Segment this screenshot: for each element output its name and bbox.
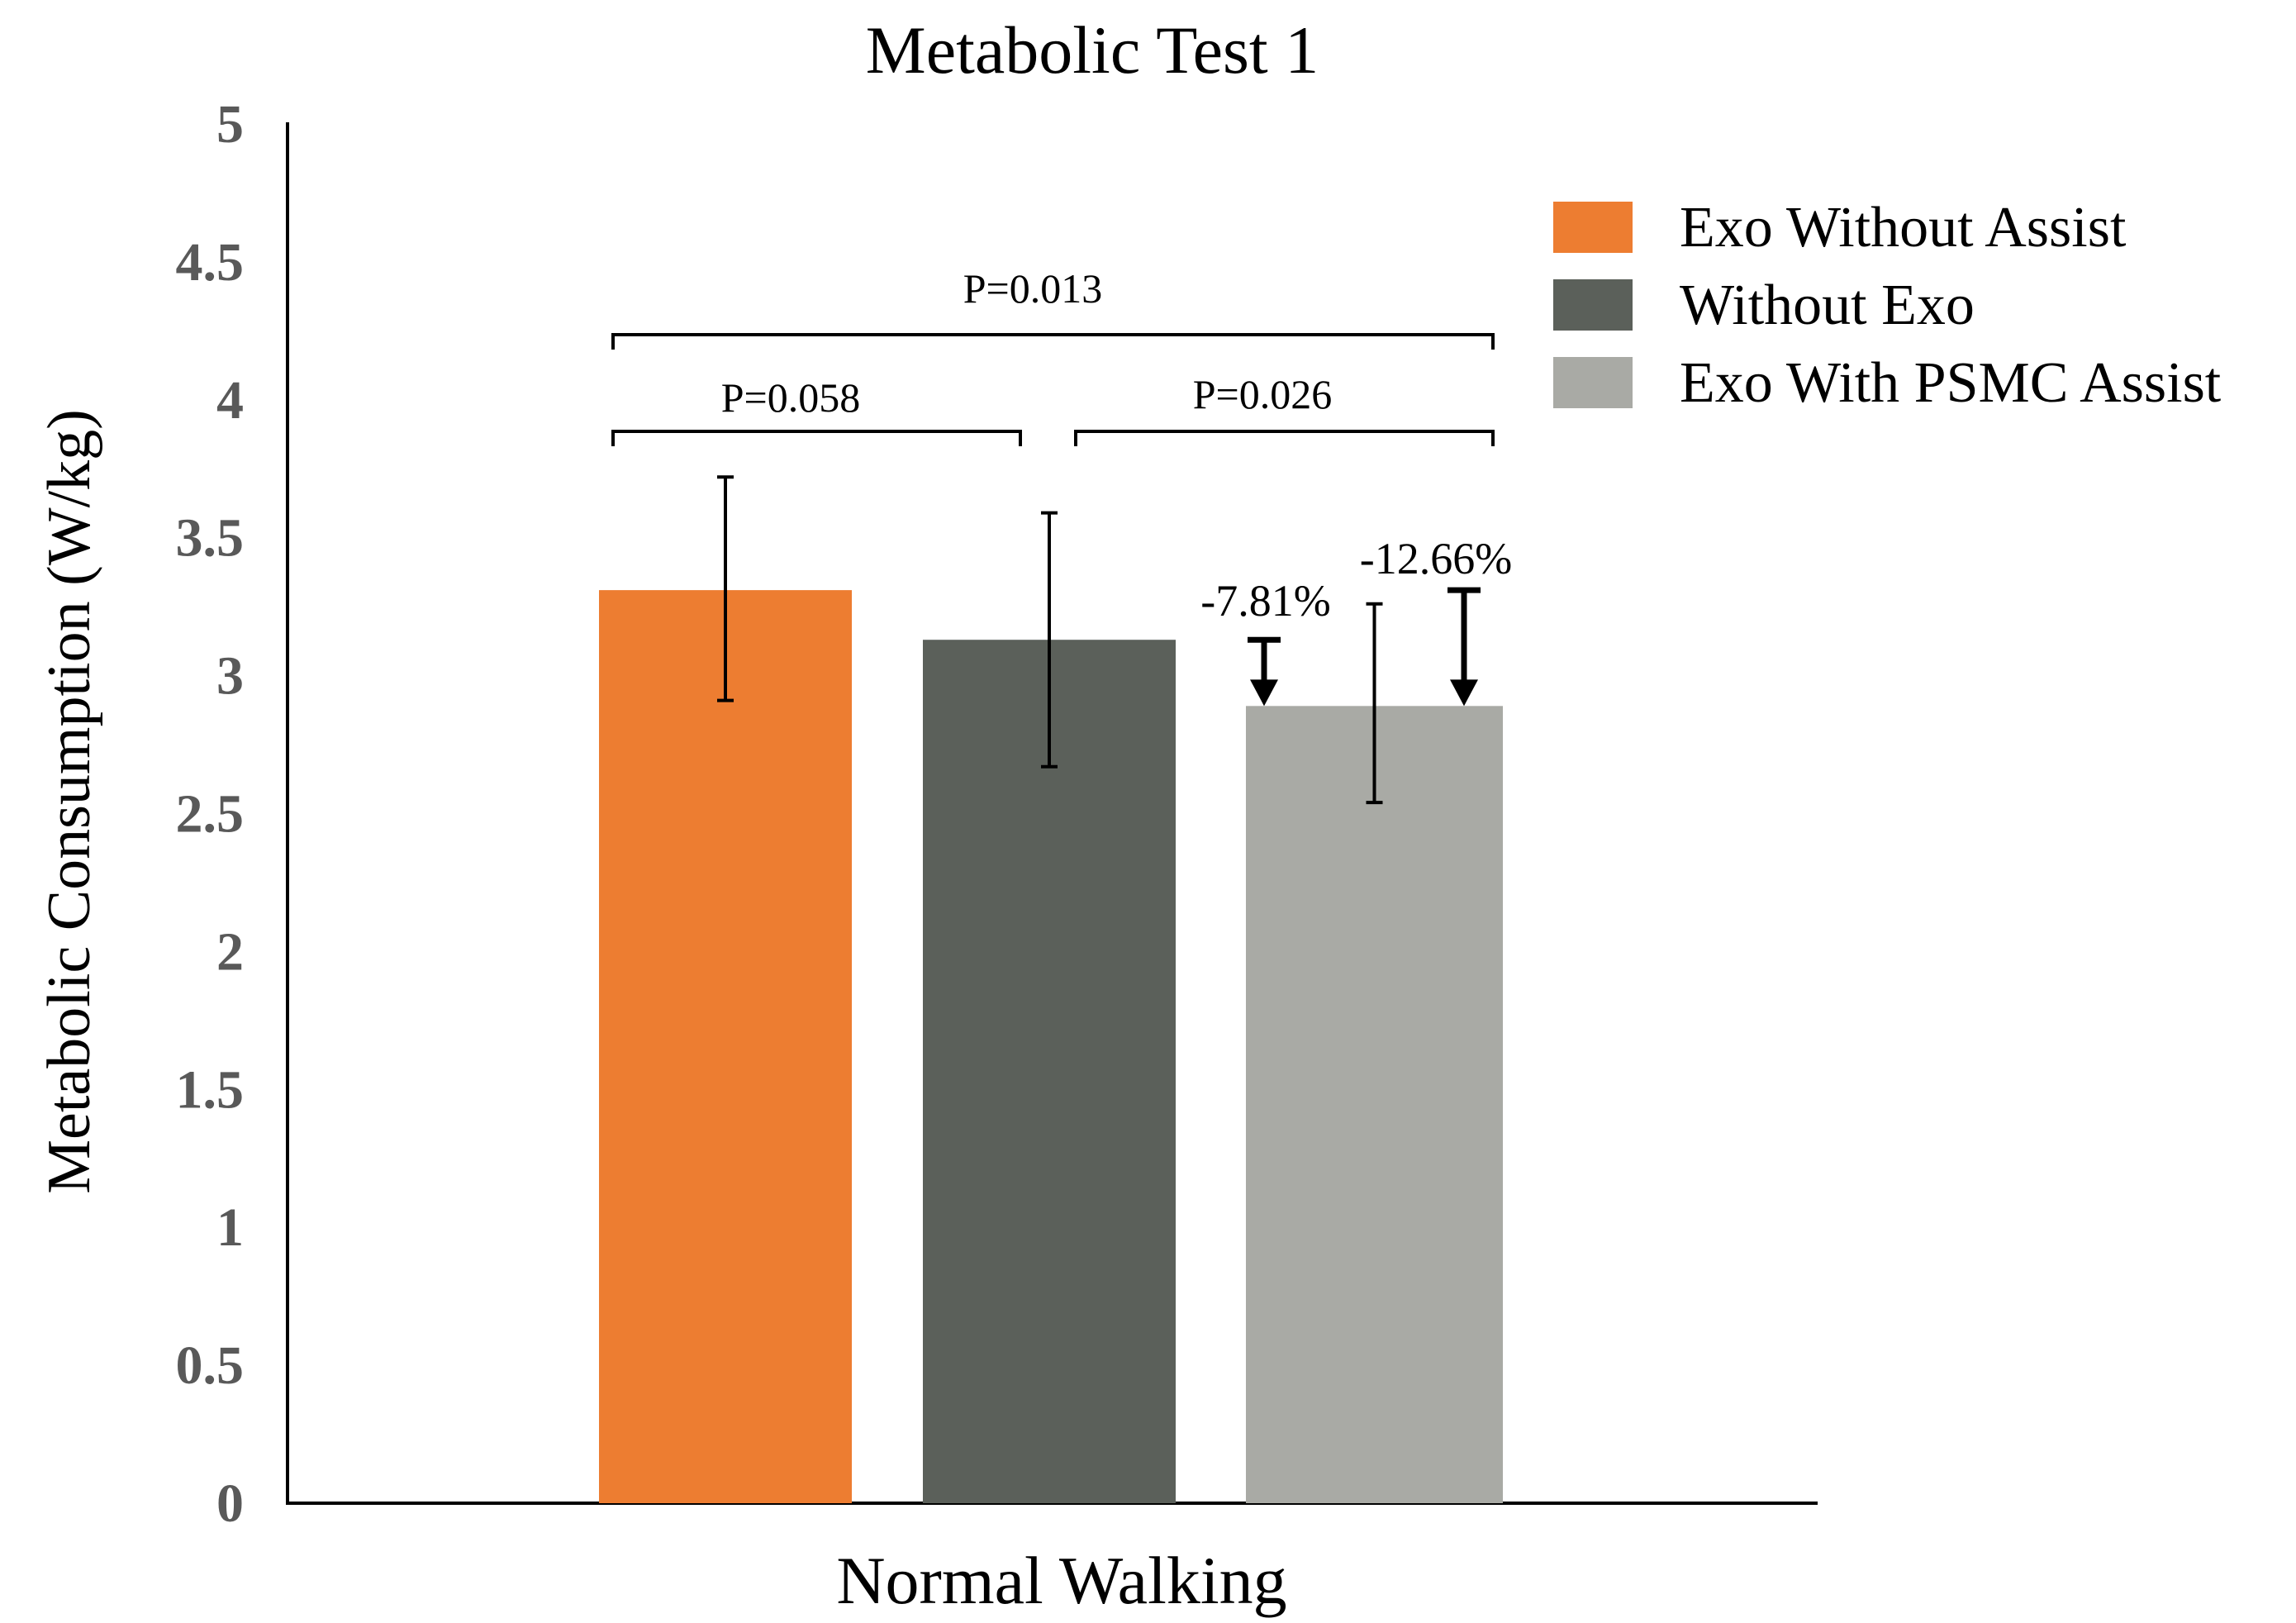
error-bar — [717, 475, 734, 702]
bar — [1246, 706, 1503, 1503]
significance-brackets: P=0.058 P=0.026 P=0.013 — [611, 265, 1495, 446]
y-tick-label: 0.5 — [176, 1335, 245, 1396]
p-value-label: P=0.026 — [1193, 371, 1333, 417]
y-axis-ticks: 0 0.5 1 1.5 2 2.5 3 3.5 4 4.5 5 — [176, 94, 245, 1534]
x-axis-label: Normal Walking — [836, 1543, 1286, 1618]
y-tick-label: 4.5 — [176, 232, 245, 293]
y-tick-label: 2.5 — [176, 784, 245, 845]
y-axis-label: Metabolic Consumption (W/kg) — [36, 409, 103, 1194]
reduction-annotations: -7.81% -12.66% — [1200, 534, 1512, 707]
legend-item: Exo With PSMC Assist — [1553, 351, 2222, 415]
y-tick-label: 3.5 — [176, 508, 245, 569]
error-bar — [1366, 602, 1383, 805]
reduction-label: -7.81% — [1200, 576, 1330, 626]
error-bars — [717, 475, 1383, 805]
y-tick-label: 1.5 — [176, 1059, 245, 1120]
y-tick-label: 2 — [216, 921, 244, 982]
chart-title: Metabolic Test 1 — [866, 12, 1319, 88]
error-bar — [1041, 511, 1058, 769]
legend-swatch — [1553, 357, 1633, 408]
bar — [923, 640, 1176, 1503]
legend: Exo Without Assist Without Exo Exo With PS… — [1553, 196, 2222, 415]
reduction-arrow: -12.66% — [1360, 534, 1512, 707]
y-tick-label: 0 — [216, 1473, 244, 1534]
bar — [599, 590, 852, 1503]
y-tick-label: 4 — [216, 370, 244, 431]
y-tick-label: 3 — [216, 646, 244, 707]
bars — [599, 590, 1503, 1503]
legend-swatch — [1553, 279, 1633, 331]
legend-label: Without Exo — [1680, 274, 1975, 337]
legend-label: Exo Without Assist — [1680, 196, 2127, 259]
significance-bracket: P=0.013 — [611, 265, 1495, 350]
legend-swatch — [1553, 202, 1633, 253]
reduction-label: -12.66% — [1360, 534, 1512, 583]
p-value-label: P=0.013 — [963, 265, 1103, 312]
y-tick-label: 1 — [216, 1197, 244, 1258]
significance-bracket: P=0.026 — [1074, 371, 1495, 446]
legend-label: Exo With PSMC Assist — [1680, 351, 2222, 415]
y-tick-label: 5 — [216, 94, 244, 155]
legend-item: Without Exo — [1553, 274, 1975, 337]
significance-bracket: P=0.058 — [611, 374, 1022, 446]
reduction-arrow: -7.81% — [1200, 576, 1331, 707]
legend-item: Exo Without Assist — [1553, 196, 2127, 259]
p-value-label: P=0.058 — [721, 374, 861, 421]
